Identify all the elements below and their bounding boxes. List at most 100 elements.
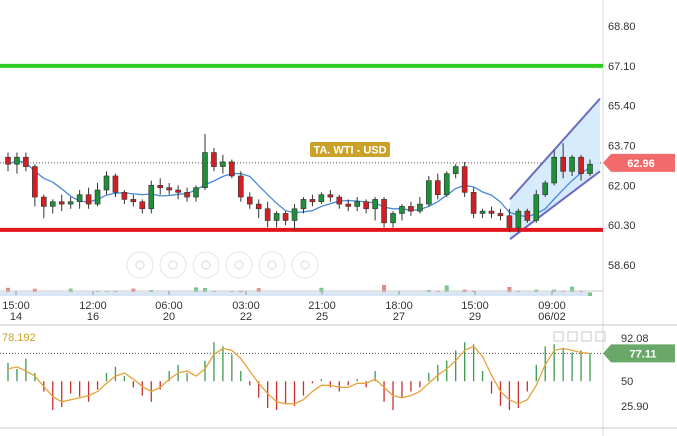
candle <box>381 197 387 228</box>
date-tick-label: 06/02 <box>538 311 566 323</box>
candle <box>506 208 513 233</box>
instrument-tag-text: TA. WTI - USD <box>313 145 386 157</box>
candle-body <box>238 175 244 198</box>
candle-body <box>255 203 262 210</box>
candle-body <box>327 194 334 198</box>
candle <box>49 199 56 214</box>
candle <box>157 178 164 195</box>
candle <box>58 194 65 212</box>
candle <box>309 194 316 207</box>
candle-body <box>345 203 352 207</box>
nav-button-ring <box>159 251 187 279</box>
candle <box>399 204 405 221</box>
price-tick-label: 68.80 <box>608 21 636 33</box>
candle-body <box>282 213 289 221</box>
candle-body <box>390 213 396 224</box>
candle <box>300 197 307 214</box>
candle <box>202 133 208 191</box>
candle-body <box>193 187 199 198</box>
candle <box>569 154 575 176</box>
candle-body <box>578 156 584 174</box>
time-axis: 15:001412:001606:002003:002221:002518:00… <box>0 290 603 323</box>
candle <box>23 152 29 172</box>
date-tick-label: 14 <box>10 311 22 323</box>
candle <box>524 208 531 223</box>
zoom-reset-icon[interactable] <box>192 251 220 279</box>
pane-close-icon <box>595 331 606 342</box>
nav-button-ring <box>192 251 220 279</box>
candle-body <box>229 161 235 177</box>
candle <box>85 187 92 209</box>
moving-average <box>7 160 591 218</box>
candle-body <box>300 199 307 210</box>
candle <box>497 208 504 221</box>
candle-body <box>112 175 119 193</box>
date-tick-label: 27 <box>393 311 405 323</box>
volume-band <box>0 292 588 296</box>
candle <box>112 173 119 198</box>
candle-body <box>41 196 47 207</box>
candle-body <box>381 199 387 224</box>
candle-body <box>103 175 110 191</box>
candle-body <box>533 194 540 221</box>
candle-body <box>220 161 226 167</box>
nav-button-glyph <box>300 260 310 270</box>
price-tick-label: 60.30 <box>608 220 636 232</box>
pane-controls[interactable] <box>553 331 606 342</box>
candle-body <box>524 210 531 221</box>
candle <box>327 190 334 202</box>
candle-body <box>139 201 146 210</box>
candle-body <box>94 189 101 205</box>
candle-body <box>23 156 29 167</box>
price-tick-label: 62.00 <box>608 180 636 192</box>
candle-body <box>515 210 522 228</box>
candle-body <box>417 203 423 212</box>
candle-body <box>399 206 405 214</box>
candle <box>148 180 155 214</box>
horizontal-lines[interactable] <box>0 63 603 232</box>
volume-bar <box>588 292 592 296</box>
candle-body <box>175 189 181 193</box>
zoom-fit-icon[interactable] <box>258 251 286 279</box>
candle <box>426 175 432 207</box>
zoom-in-icon[interactable] <box>159 251 187 279</box>
navigation-toolbar <box>126 251 319 279</box>
scroll-right-icon[interactable] <box>291 251 319 279</box>
oscillator-value-label: 78.192 <box>2 332 36 344</box>
nav-button-glyph <box>267 260 277 270</box>
candle-body <box>408 206 414 212</box>
zoom-out-left-icon[interactable] <box>126 251 154 279</box>
candle-body <box>148 185 155 210</box>
candle <box>166 182 172 195</box>
candle-body <box>32 166 38 198</box>
candle <box>533 190 540 223</box>
price-axis: 68.80 67.10 65.40 63.70 62.00 60.30 58.60 <box>608 21 636 272</box>
date-tick-label: 16 <box>87 311 99 323</box>
current-price-tag: 62.96 <box>603 153 675 172</box>
candle <box>542 180 549 198</box>
candle <box>417 197 423 214</box>
candle-body <box>426 180 432 205</box>
volume-bar <box>6 287 10 296</box>
candle <box>408 201 414 216</box>
oscillator-current-tag: 77.11 <box>603 344 675 363</box>
candle <box>184 187 190 202</box>
zoom-in-plus-icon[interactable] <box>225 251 253 279</box>
candle <box>452 164 459 179</box>
candle-body <box>309 199 316 203</box>
candle-body <box>560 156 566 172</box>
candle <box>238 171 244 202</box>
candle-body <box>461 166 468 193</box>
candle <box>220 154 226 174</box>
candle <box>345 199 352 212</box>
candle <box>291 204 298 230</box>
date-tick-label: 25 <box>316 311 328 323</box>
price-tick-label: 58.60 <box>608 260 636 272</box>
candle <box>560 143 566 179</box>
candle-body <box>542 182 549 196</box>
nav-button-glyph <box>234 260 244 270</box>
candle <box>246 192 253 209</box>
candle-body <box>434 180 441 196</box>
price-tick-label: 65.40 <box>608 101 636 113</box>
